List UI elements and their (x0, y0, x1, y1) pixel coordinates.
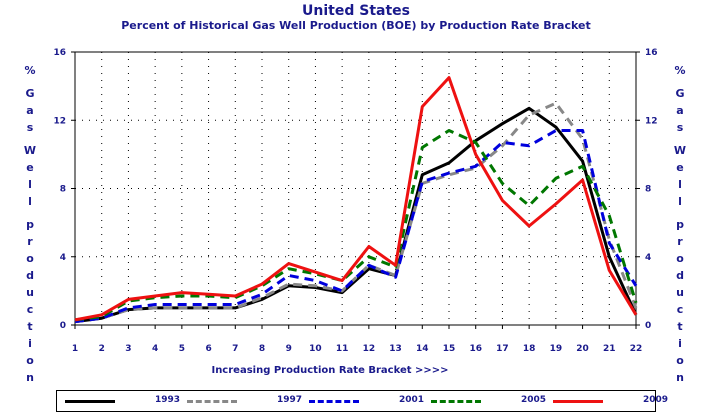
legend-item-1993: 1993 (65, 391, 187, 411)
legend: 1993 1997 2001 2005 2009 (56, 390, 668, 412)
y-tick-label-left: 8 (60, 185, 66, 195)
grid-lines (74, 51, 637, 326)
x-tick-label: 20 (576, 344, 589, 354)
x-tick-label: 21 (603, 344, 616, 354)
legend-item-2001: 2001 (309, 391, 431, 411)
x-tick-label: 6 (205, 344, 211, 354)
legend-swatch (431, 400, 481, 403)
x-tick-label: 22 (630, 344, 643, 354)
x-tick-label: 18 (523, 344, 536, 354)
x-axis-title: Increasing Production Rate Bracket >>>> (211, 365, 449, 376)
legend-swatch (309, 400, 359, 403)
y-tick-label-left: 16 (53, 48, 66, 58)
y-tick-label-right: 0 (645, 321, 651, 331)
series-line-2001 (74, 129, 638, 324)
x-tick-label: 15 (443, 344, 456, 354)
legend-item-2005: 2005 (431, 391, 553, 411)
axes: 1 2 3 4 5 6 7 8 9 10 11 12 13 14 15 16 17 18 19 20 21 220 04 48… (53, 48, 657, 354)
x-tick-label: 2 (99, 344, 105, 354)
legend-swatch (553, 400, 603, 403)
x-tick-label: 4 (152, 344, 158, 354)
y-tick-label-right: 8 (645, 185, 651, 195)
legend-label: 2009 (643, 395, 669, 405)
y-tick-label-right: 4 (645, 253, 651, 263)
y-tick-label-left: 12 (53, 116, 66, 126)
x-tick-label: 19 (550, 344, 563, 354)
legend-swatch (65, 400, 115, 403)
series-line-2005 (74, 129, 638, 322)
legend-label: 1997 (277, 395, 303, 405)
x-tick-label: 17 (496, 344, 509, 354)
legend-label: 1993 (155, 395, 181, 405)
x-tick-label: 3 (125, 344, 131, 354)
x-tick-label: 16 (469, 344, 482, 354)
legend-item-1997: 1997 (187, 391, 309, 411)
legend-item-2009: 2009 (553, 391, 675, 411)
series-line-2009 (74, 76, 638, 322)
x-tick-label: 8 (259, 344, 265, 354)
y-tick-label-left: 4 (60, 253, 66, 263)
chart-subtitle: Percent of Historical Gas Well Productio… (121, 19, 591, 32)
x-tick-label: 7 (232, 344, 238, 354)
x-tick-label: 5 (179, 344, 185, 354)
series-line-1993 (74, 106, 638, 324)
x-tick-label: 11 (336, 344, 349, 354)
y-tick-label-right: 16 (645, 48, 658, 58)
x-tick-label: 1 (72, 344, 78, 354)
series-layer (74, 76, 638, 324)
y-tick-label-right: 12 (645, 116, 658, 126)
legend-label: 2001 (399, 395, 425, 405)
x-tick-label: 10 (309, 344, 322, 354)
series-line-1997 (74, 101, 638, 324)
chart-title: United States (302, 3, 410, 19)
x-tick-label: 12 (363, 344, 376, 354)
x-tick-label: 9 (286, 344, 292, 354)
y-tick-label-left: 0 (60, 321, 66, 331)
legend-swatch (187, 400, 237, 403)
legend-label: 2005 (521, 395, 547, 405)
x-tick-label: 13 (389, 344, 402, 354)
x-tick-label: 14 (416, 344, 429, 354)
